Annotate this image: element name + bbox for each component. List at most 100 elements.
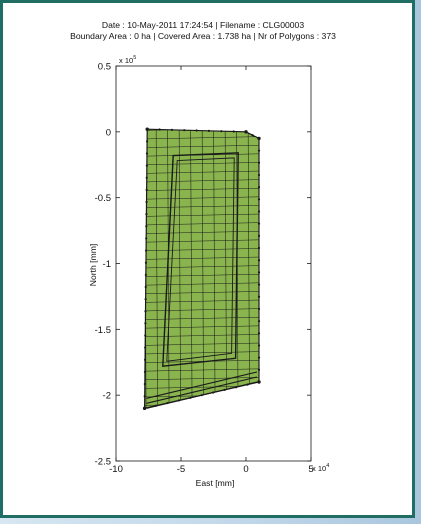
vertex-marker (145, 213, 148, 216)
vertex-marker (189, 396, 192, 399)
axis-ticks: -10 -5 0 5 0.5 0 -0.5 -1 -1.5 -2 -2.5 (95, 62, 314, 476)
x-tick-label: 5 (308, 464, 313, 475)
vertex-marker (144, 273, 147, 276)
vertex-marker (177, 399, 181, 402)
vertex-marker (257, 234, 261, 237)
y-tick-label: -2.5 (95, 457, 111, 468)
vertex-marker (144, 334, 147, 337)
polygon-grid (144, 129, 259, 409)
vertex-marker (170, 128, 173, 131)
vertex-marker (257, 198, 261, 201)
x-tick-label: -10 (109, 464, 123, 475)
header-line-1: Date : 10-May-2011 17:24:54 | Filename :… (102, 20, 304, 30)
vertex-marker (220, 130, 223, 133)
vertex-marker (244, 130, 248, 134)
vertex-marker (143, 370, 147, 374)
polygon-edge (144, 170, 259, 174)
polygon-edge (144, 291, 259, 295)
vertex-marker (144, 310, 147, 313)
polygon-edge (144, 162, 259, 166)
vertex-marker (257, 380, 261, 384)
polygon-edge (144, 351, 259, 355)
x-tick-label: -5 (177, 464, 185, 475)
vertex-marker (145, 225, 148, 228)
polygon-edge (247, 129, 250, 409)
vertex-marker (195, 129, 198, 132)
vertex-marker (257, 186, 261, 189)
polygon-edge (144, 273, 259, 277)
vertex-marker (212, 391, 215, 394)
vertex-marker (257, 161, 261, 164)
headland-loop (162, 152, 239, 367)
vertex-marker (144, 322, 147, 325)
vertex-marker (232, 130, 235, 133)
vertex-marker (145, 176, 148, 179)
polygon-edge (144, 368, 259, 372)
vertex-marker (257, 320, 261, 323)
vertex-marker (158, 128, 161, 131)
vertex-marker (143, 395, 146, 398)
polygon-edge (144, 179, 259, 183)
polygon-edge (144, 308, 259, 312)
polygon-edge (144, 325, 259, 329)
x-axis-multiplier: x 104 (312, 463, 329, 473)
vertex-marker (257, 222, 261, 225)
y-tick-label: -1 (103, 259, 111, 270)
vertex-marker (223, 388, 226, 391)
vertex-marker (257, 210, 261, 213)
polygon-edge (144, 230, 259, 234)
vertex-marker (145, 200, 148, 204)
y-tick-label: -2 (103, 391, 111, 402)
polygon-edge (144, 342, 259, 346)
vertex-marker (257, 149, 261, 152)
x-tick-label: 0 (243, 464, 248, 475)
vertex-marker (145, 164, 148, 167)
polygon-edge (144, 316, 259, 320)
figure-frame: Date : 10-May-2011 17:24:54 | Filename :… (0, 0, 415, 518)
polygon-edge (224, 129, 227, 409)
overlap-pass (146, 376, 258, 404)
vertex-marker (257, 295, 261, 298)
polygon-edge (144, 213, 259, 217)
vertex-marker (142, 406, 147, 411)
y-tick-label: 0.5 (98, 62, 111, 73)
vertex-marker (257, 259, 261, 262)
polygon-edge (144, 196, 259, 200)
vertex-marker (145, 188, 148, 191)
polygon-edge (155, 129, 158, 409)
polygon-edge (213, 129, 216, 409)
vertex-marker (257, 246, 261, 250)
y-tick-label: 0 (106, 127, 111, 138)
y-axis-label: North [mm] (88, 244, 98, 287)
vertex-marker (207, 129, 211, 132)
polygon-edge (144, 222, 259, 226)
x-axis-label: East [mm] (196, 478, 235, 488)
polygon-edge (144, 248, 259, 252)
polygon-edge (144, 265, 259, 269)
vertex-marker (166, 401, 169, 405)
vertex-marker (144, 346, 147, 349)
y-axis-multiplier: x 105 (119, 55, 136, 65)
headland-loop-inner (166, 157, 235, 362)
overlap-pass (146, 371, 258, 399)
covered-area-polygon (143, 128, 260, 410)
vertex-marker (145, 140, 149, 143)
y-tick-label: -1.5 (95, 325, 111, 336)
vertex-marker (257, 356, 261, 359)
vertex-marker (144, 261, 148, 264)
polygon-edge (144, 205, 259, 209)
covered-area-polygons (142, 127, 261, 411)
figure-canvas: Date : 10-May-2011 17:24:54 | Filename :… (70, 20, 336, 488)
vertex-marker (251, 134, 254, 137)
polygon-edge (144, 377, 259, 381)
vertex-marker (257, 271, 261, 274)
vertex-marker (257, 368, 261, 371)
header-line-2: Boundary Area : 0 ha | Covered Area : 1.… (70, 31, 336, 41)
vertex-marker (143, 358, 147, 361)
vertex-marker (143, 382, 146, 386)
vertex-marker (246, 383, 249, 386)
polygon-edge (144, 282, 259, 286)
polygon-edge (144, 256, 259, 260)
polygon-edge (144, 334, 259, 338)
polygon-edge (144, 299, 259, 303)
